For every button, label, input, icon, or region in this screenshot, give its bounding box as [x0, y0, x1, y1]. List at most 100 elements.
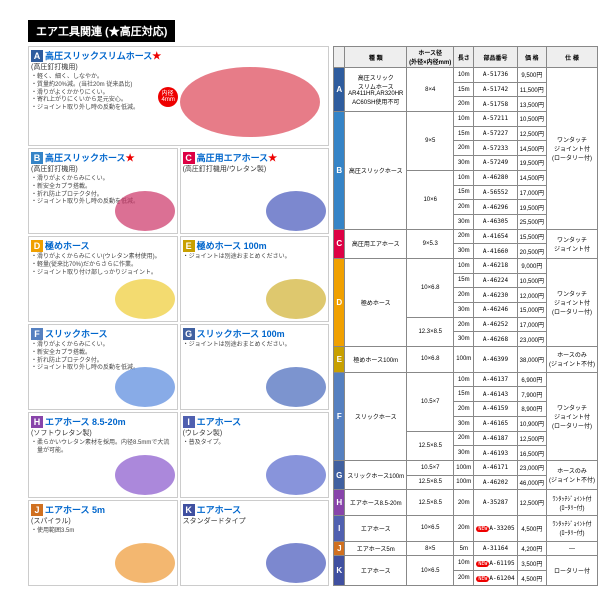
length-cell: 20m: [454, 571, 474, 586]
length-cell: 20m: [454, 402, 474, 417]
product-subtitle: (高圧釘打機用/ウレタン製): [183, 164, 327, 174]
type-cell: 高圧スリックホース: [345, 112, 407, 230]
price-cell: 14,500円: [517, 141, 546, 156]
length-cell: 30m: [454, 214, 474, 229]
length-cell: 20m: [454, 317, 474, 332]
price-cell: 19,500円: [517, 156, 546, 171]
price-cell: 4,200円: [517, 541, 546, 556]
partno-cell: A-46230: [474, 288, 517, 303]
partno-cell: A-46296: [474, 200, 517, 215]
spec-cell: ﾜﾝﾀｯﾁｼﾞｮｲﾝﾄ付(ﾛｰﾀﾘｰ付): [547, 515, 598, 541]
diameter-cell: 10×6.5: [407, 515, 454, 541]
partno-cell: A-46399: [474, 347, 517, 373]
length-cell: 20m: [454, 490, 474, 516]
length-cell: 10m: [454, 112, 474, 127]
product-title: E極めホース 100m: [183, 239, 327, 252]
product-image: [115, 543, 175, 583]
product-title: A高圧スリックスリムホース★: [31, 49, 326, 62]
type-cell: エアホース8.5-20m: [345, 490, 407, 516]
price-cell: 4,500円: [517, 571, 546, 586]
type-cell: スリックホース: [345, 372, 407, 460]
table-row: C高圧用エアホース9×5.320mA-4165415,500円ワンタッチジョイン…: [334, 229, 598, 244]
product-title: C高圧用エアホース★: [183, 151, 327, 164]
partno-cell: A-46218: [474, 258, 517, 273]
price-cell: 13,500円: [517, 97, 546, 112]
diameter-cell: 10.5×7: [407, 372, 454, 431]
diameter-cell: 10.5×7: [407, 460, 454, 475]
table-header: 部品番号: [474, 47, 517, 68]
product-B: B高圧スリックホース★(高圧釘打機用)・滑りがよくからみにくい。・新安全カプラ搭…: [28, 148, 178, 234]
product-image: [266, 367, 326, 407]
price-cell: 15,000円: [517, 303, 546, 318]
product-image: [266, 279, 326, 319]
product-subtitle: (高圧釘打機用): [31, 164, 175, 174]
length-cell: 100m: [454, 460, 474, 475]
spec-cell: ホースのみ(ジョイント不付): [547, 347, 598, 373]
partno-cell: NEWA-33205: [474, 515, 517, 541]
length-cell: 15m: [454, 185, 474, 200]
partno-cell: A-46268: [474, 332, 517, 347]
table-row: Fスリックホース10.5×710mA-461376,900円ワンタッチジョイント…: [334, 372, 598, 387]
product-K: Kエアホーススタンダードタイプ: [180, 500, 330, 586]
type-cell: 高圧スリックスリムホースAR411HR,AR320HRAC60SH使用不可: [345, 68, 407, 112]
partno-cell: A-51742: [474, 82, 517, 97]
product-notes: ・柔らかいウレタン素材を採用。内径8.5mmで大流量が可能。: [31, 440, 175, 456]
row-label: C: [334, 229, 345, 258]
product-notes: ・普及タイプ。: [183, 440, 327, 448]
spec-cell: ワンタッチジョイント付(ロータリー付): [547, 372, 598, 460]
product-F: Fスリックホース・滑りがよくからみにくい。・新安全カプラ搭載。・折れ防止プロテク…: [28, 324, 178, 410]
length-cell: 15m: [454, 273, 474, 288]
price-cell: 6,900円: [517, 372, 546, 387]
row-label: D: [334, 258, 345, 346]
product-image: [115, 367, 175, 407]
partno-cell: A-46187: [474, 431, 517, 446]
price-cell: 38,000円: [517, 347, 546, 373]
product-title: D極めホース: [31, 239, 175, 252]
partno-cell: A-51758: [474, 97, 517, 112]
diameter-cell: 10×6.8: [407, 258, 454, 317]
spec-cell: ワンタッチジョイント付(ロータリー付): [547, 258, 598, 346]
price-cell: 20,500円: [517, 244, 546, 259]
price-cell: 16,500円: [517, 446, 546, 461]
price-cell: 10,500円: [517, 112, 546, 127]
row-label: F: [334, 372, 345, 460]
table-header: 仕 様: [547, 47, 598, 68]
length-cell: 15m: [454, 82, 474, 97]
diameter-cell: 12.5×8.5: [407, 475, 454, 490]
price-cell: 12,500円: [517, 431, 546, 446]
price-cell: 10,500円: [517, 273, 546, 288]
table-row: Kエアホース10×6.510mNEWA-611953,500円ロータリー付: [334, 556, 598, 571]
spec-cell: —: [547, 541, 598, 556]
length-cell: 100m: [454, 347, 474, 373]
product-C: C高圧用エアホース★(高圧釘打機用/ウレタン製): [180, 148, 330, 234]
product-I: Iエアホース(ウレタン製)・普及タイプ。: [180, 412, 330, 498]
length-cell: 10m: [454, 258, 474, 273]
length-cell: 15m: [454, 387, 474, 402]
product-H: Hエアホース 8.5-20m(ソフトウレタン製)・柔らかいウレタン素材を採用。内…: [28, 412, 178, 498]
length-cell: 30m: [454, 303, 474, 318]
main-content: A高圧スリックスリムホース★(高圧釘打機用)・軽く、細く、しなやか。・質量約20…: [0, 42, 600, 586]
price-cell: 23,000円: [517, 332, 546, 347]
price-cell: 3,500円: [517, 556, 546, 571]
spec-cell: ワンタッチジョイント付: [547, 229, 598, 258]
spec-cell: ﾜﾝﾀｯﾁｼﾞｮｲﾝﾄ付(ﾛｰﾀﾘｰ付): [547, 490, 598, 516]
length-cell: 5m: [454, 541, 474, 556]
table-header: ホース径(外径×内径mm): [407, 47, 454, 68]
price-cell: 17,000円: [517, 185, 546, 200]
table-header: 価 格: [517, 47, 546, 68]
row-label: A: [334, 68, 345, 112]
type-cell: エアホース: [345, 556, 407, 586]
diameter-cell: 10×6.8: [407, 347, 454, 373]
partno-cell: A-57233: [474, 141, 517, 156]
row-label: G: [334, 460, 345, 489]
diameter-cell: 10×6: [407, 170, 454, 229]
table-row: Gスリックホース100m10.5×7100mA-4617123,000円ホースの…: [334, 460, 598, 475]
length-cell: 30m: [454, 244, 474, 259]
price-cell: 19,500円: [517, 200, 546, 215]
length-cell: 10m: [454, 68, 474, 83]
length-cell: 20m: [454, 431, 474, 446]
row-label: J: [334, 541, 345, 556]
product-title: Fスリックホース: [31, 327, 175, 340]
product-image: [266, 455, 326, 495]
price-cell: 11,500円: [517, 82, 546, 97]
